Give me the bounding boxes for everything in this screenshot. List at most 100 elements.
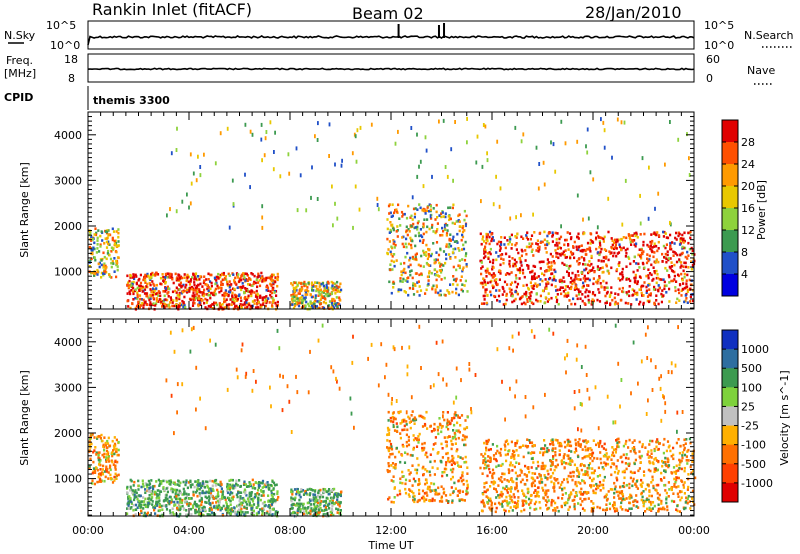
data-cell — [301, 489, 305, 492]
data-cell — [169, 273, 172, 277]
data-cell — [134, 513, 137, 516]
data-cell — [163, 302, 166, 306]
data-cell — [151, 496, 154, 499]
data-cell — [179, 277, 182, 280]
data-cell — [104, 230, 108, 233]
data-cell — [117, 244, 120, 247]
data-cell — [148, 513, 151, 517]
data-cell — [247, 282, 250, 286]
data-cell — [577, 263, 580, 266]
data-cell — [272, 487, 275, 490]
data-cell — [318, 499, 321, 502]
data-cell — [603, 288, 606, 291]
data-cell — [212, 513, 215, 516]
data-cell — [484, 124, 487, 129]
data-cell — [392, 466, 395, 469]
data-cell — [677, 476, 680, 480]
data-cell — [643, 266, 646, 270]
data-cell — [514, 274, 518, 277]
data-cell — [189, 485, 193, 489]
data-cell — [226, 282, 229, 286]
data-cell — [256, 296, 259, 299]
data-cell — [418, 498, 421, 502]
data-cell — [506, 239, 509, 242]
data-cell — [398, 489, 401, 493]
data-cell — [166, 213, 168, 218]
data-cell — [306, 488, 309, 491]
data-cell — [579, 249, 582, 253]
data-cell — [172, 281, 175, 285]
data-cell — [451, 443, 454, 446]
data-cell — [397, 203, 400, 207]
data-cell — [447, 500, 450, 503]
data-cell — [89, 446, 92, 449]
data-cell — [257, 488, 260, 492]
data-cell — [574, 275, 577, 279]
data-cell — [129, 306, 132, 310]
data-cell — [647, 276, 650, 280]
data-cell — [510, 247, 513, 250]
data-cell — [428, 270, 431, 273]
data-cell — [334, 292, 337, 295]
data-cell — [579, 297, 582, 300]
data-cell — [214, 484, 217, 487]
data-cell — [328, 507, 331, 510]
data-cell — [107, 477, 110, 480]
data-cell — [302, 502, 305, 506]
data-cell — [421, 241, 424, 244]
data-cell — [445, 425, 448, 429]
data-cell — [613, 296, 616, 300]
data-cell — [446, 459, 450, 463]
data-cell — [412, 498, 415, 502]
data-cell — [244, 172, 246, 177]
data-cell — [226, 482, 229, 486]
data-cell — [202, 509, 205, 512]
data-cell — [149, 275, 152, 279]
data-cell — [577, 441, 580, 444]
data-cell — [529, 294, 532, 298]
data-cell — [387, 248, 390, 251]
data-cell — [434, 258, 438, 261]
data-cell — [171, 511, 175, 514]
data-cell — [559, 246, 562, 250]
data-cell — [277, 495, 280, 499]
data-cell — [575, 443, 578, 447]
data-cell — [646, 257, 649, 261]
data-cell — [514, 290, 517, 294]
data-cell — [481, 164, 484, 169]
data-cell — [204, 283, 207, 286]
data-cell — [457, 489, 460, 493]
data-cell — [172, 481, 175, 484]
data-cell — [616, 117, 619, 122]
data-cell — [687, 266, 690, 269]
data-cell — [574, 442, 577, 445]
data-cell — [657, 288, 660, 292]
data-cell — [668, 300, 671, 303]
data-cell — [515, 481, 518, 485]
data-cell — [462, 243, 465, 247]
data-cell — [448, 420, 451, 423]
data-cell — [419, 264, 422, 268]
data-cell — [299, 510, 302, 514]
data-cell — [625, 236, 628, 240]
data-cell — [250, 497, 253, 501]
data-cell — [314, 294, 317, 297]
data-cell — [175, 286, 178, 290]
data-cell — [581, 248, 584, 252]
data-cell — [312, 289, 315, 292]
data-cell — [654, 206, 656, 211]
data-cell — [401, 443, 404, 447]
data-cell — [418, 492, 421, 495]
data-cell — [606, 290, 609, 294]
data-cell — [544, 243, 547, 247]
data-cell — [138, 499, 141, 503]
data-cell — [303, 491, 306, 495]
data-cell — [611, 155, 613, 160]
data-cell — [129, 488, 132, 492]
data-cell — [171, 304, 174, 308]
data-cell — [159, 301, 163, 305]
data-cell — [190, 507, 193, 511]
data-cell — [428, 255, 431, 258]
data-cell — [215, 504, 219, 508]
data-cell — [556, 232, 559, 235]
